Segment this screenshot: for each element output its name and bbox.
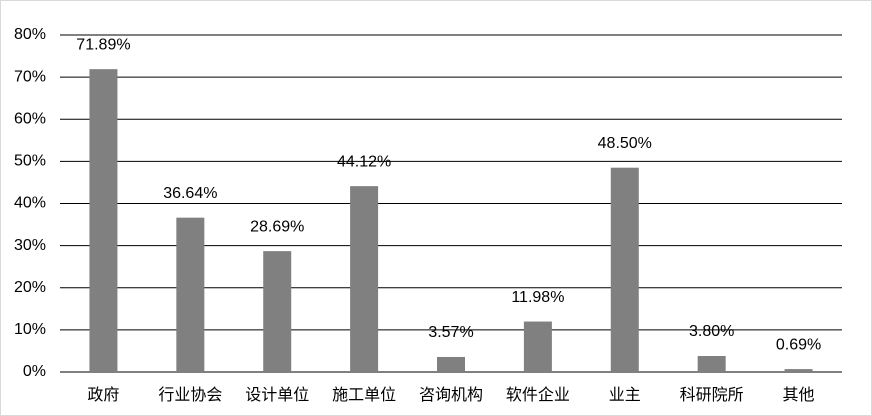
y-tick-label: 70% (14, 68, 46, 85)
y-tick-label: 50% (14, 153, 46, 170)
y-tick-label: 60% (14, 110, 46, 127)
x-tick-label: 其他 (783, 386, 815, 404)
x-tick-label: 咨询机构 (419, 386, 483, 404)
bar (263, 251, 292, 372)
data-label: 3.57% (428, 324, 473, 341)
data-label: 0.69% (776, 336, 821, 353)
x-tick-label: 设计单位 (245, 386, 309, 404)
bar (697, 355, 726, 372)
y-tick-label: 10% (14, 321, 46, 338)
data-label: 3.80% (689, 323, 734, 340)
x-tick-label: 业主 (609, 386, 641, 404)
bar (176, 217, 205, 372)
bar (784, 369, 813, 372)
x-tick-label: 行业协会 (158, 386, 222, 404)
data-label: 44.12% (337, 153, 391, 170)
x-tick-label: 施工单位 (332, 386, 396, 404)
y-tick-label: 40% (14, 195, 46, 212)
bar (437, 356, 465, 372)
data-label: 28.69% (250, 218, 304, 235)
y-tick-label: 20% (14, 279, 46, 296)
y-tick-label: 80% (14, 26, 46, 43)
x-tick-label: 科研院所 (680, 386, 744, 404)
bar (350, 186, 379, 372)
data-label: 11.98% (511, 289, 564, 306)
data-label: 48.50% (598, 135, 652, 152)
y-tick-label: 0% (23, 363, 46, 380)
y-tick-label: 30% (14, 237, 46, 254)
x-tick-label: 软件企业 (506, 386, 570, 404)
x-tick-label: 政府 (87, 386, 119, 404)
data-label: 71.89% (76, 36, 130, 53)
data-label: 36.64% (163, 185, 217, 202)
bar (610, 167, 639, 372)
bar (523, 321, 552, 372)
bar (89, 69, 118, 372)
